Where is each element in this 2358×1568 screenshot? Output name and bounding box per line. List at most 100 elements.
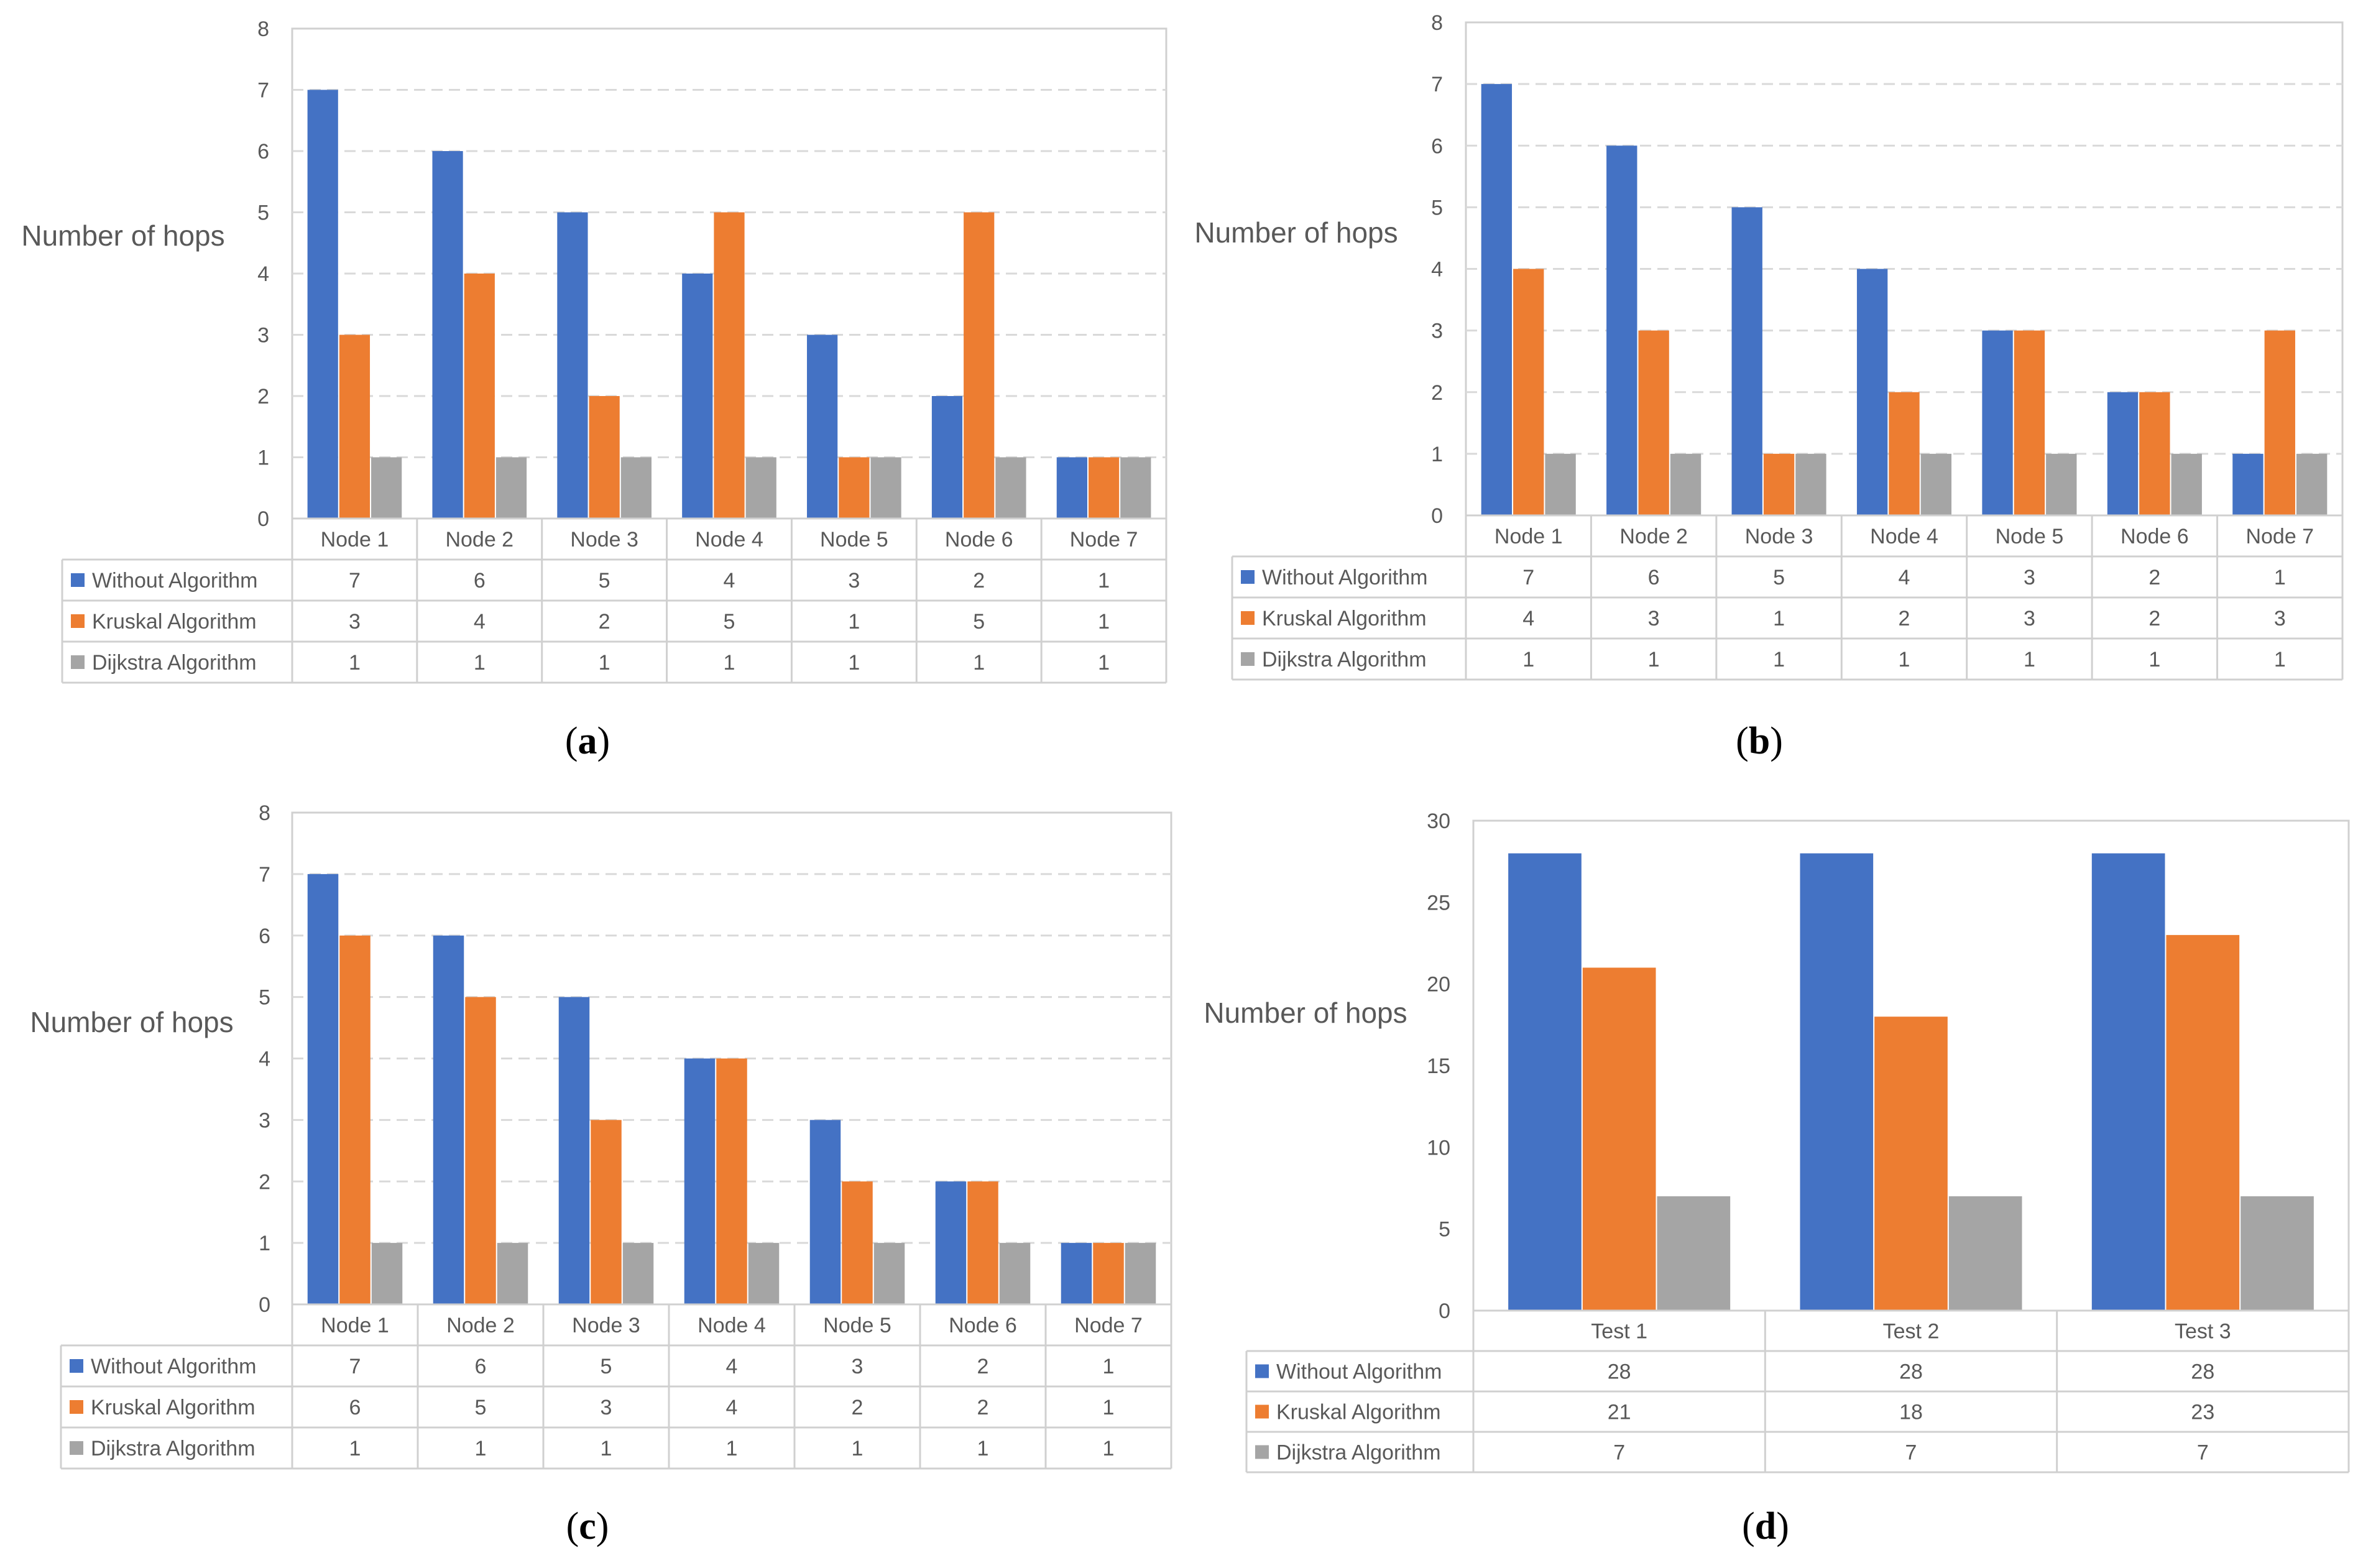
y-axis-label: Number of hops xyxy=(1204,997,1407,1029)
bar-kruskal-algorithm xyxy=(2139,392,2170,515)
caption-letter: c xyxy=(579,1505,596,1547)
table-value: 18 xyxy=(1899,1401,1923,1424)
category-label: Node 6 xyxy=(945,528,1013,551)
table-value: 3 xyxy=(349,610,361,634)
table-value: 4 xyxy=(726,1355,738,1378)
caption-letter: b xyxy=(1749,720,1770,762)
table-value: 1 xyxy=(2274,648,2286,671)
table-value: 1 xyxy=(1899,648,1910,671)
category-label: Node 1 xyxy=(321,1314,389,1337)
category-label: Node 2 xyxy=(446,1314,515,1337)
bar-kruskal-algorithm xyxy=(339,334,371,519)
table-value: 4 xyxy=(724,569,735,593)
y-tick-label: 8 xyxy=(257,17,269,41)
table-value: 21 xyxy=(1608,1401,1631,1424)
bar-dijkstra-algorithm xyxy=(870,457,901,519)
y-tick-label: 2 xyxy=(259,1170,270,1194)
table-value: 1 xyxy=(852,1437,864,1460)
legend-key-without-algorithm xyxy=(70,1359,83,1373)
table-value: 2 xyxy=(977,1396,989,1419)
table-value: 28 xyxy=(1899,1360,1923,1384)
table-value: 1 xyxy=(349,1437,361,1460)
bar-kruskal-algorithm xyxy=(839,457,870,519)
y-axis-label: Number of hops xyxy=(1194,216,1398,249)
table-value: 2 xyxy=(1899,607,1910,630)
y-tick-label: 8 xyxy=(1431,11,1443,35)
category-label: Node 2 xyxy=(445,528,514,551)
caption-open-paren: ( xyxy=(1736,720,1749,762)
y-tick-label: 5 xyxy=(1431,196,1443,219)
bar-without-algorithm xyxy=(684,1058,716,1304)
category-label: Node 7 xyxy=(1074,1314,1143,1337)
panel-caption: (d) xyxy=(1742,1505,1789,1547)
table-value: 1 xyxy=(1098,610,1110,634)
table-value: 2 xyxy=(599,610,610,634)
table-value: 1 xyxy=(349,651,361,675)
table-value: 2 xyxy=(973,569,985,593)
bar-dijkstra-algorithm xyxy=(1920,453,1952,515)
caption-open-paren: ( xyxy=(1742,1505,1755,1547)
bar-kruskal-algorithm xyxy=(1763,453,1795,515)
panel-caption: (c) xyxy=(566,1505,609,1547)
table-value: 1 xyxy=(599,651,610,675)
bar-kruskal-algorithm xyxy=(1582,967,1656,1311)
bar-kruskal-algorithm xyxy=(964,212,995,519)
bar-without-algorithm xyxy=(1982,330,2013,515)
table-value: 2 xyxy=(2148,607,2160,630)
bar-kruskal-algorithm xyxy=(2166,934,2240,1311)
table-value: 1 xyxy=(726,1437,738,1460)
bar-dijkstra-algorithm xyxy=(2046,453,2077,515)
series-name: Kruskal Algorithm xyxy=(1276,1401,1441,1424)
bar-dijkstra-algorithm xyxy=(2171,453,2202,515)
series-name: Without Algorithm xyxy=(1276,1360,1442,1384)
table-value: 4 xyxy=(1522,607,1534,630)
bar-dijkstra-algorithm xyxy=(748,1243,780,1304)
table-value: 7 xyxy=(1905,1441,1917,1465)
y-tick-label: 30 xyxy=(1427,809,1450,833)
table-value: 7 xyxy=(349,569,361,593)
bar-dijkstra-algorithm xyxy=(1670,453,1702,515)
data-table: Test 1 Test 2 Test 3 Without Algorithm 28 28 2… xyxy=(1245,1309,2350,1473)
table-value: 5 xyxy=(724,610,735,634)
panel-caption: (a) xyxy=(565,720,610,762)
bar-dijkstra-algorithm xyxy=(1948,1196,2022,1311)
bar-dijkstra-algorithm xyxy=(1795,453,1826,515)
table-value: 7 xyxy=(1613,1441,1625,1465)
series-name: Dijkstra Algorithm xyxy=(1276,1441,1441,1465)
y-tick-label: 5 xyxy=(1439,1218,1450,1242)
table-value: 1 xyxy=(1098,651,1110,675)
y-tick-label: 0 xyxy=(1431,504,1443,528)
data-table: Node 1 Node 2 Node 3 Node 4 Node 5 Node 6 Node… xyxy=(61,517,1167,684)
category-label: Test 1 xyxy=(1591,1320,1647,1344)
series-name: Without Algorithm xyxy=(91,1355,256,1378)
series-name: Dijkstra Algorithm xyxy=(1262,648,1427,671)
table-value: 1 xyxy=(475,1437,487,1460)
y-axis-label: Number of hops xyxy=(30,1006,233,1038)
y-axis-label: Number of hops xyxy=(21,219,224,252)
category-label: Node 1 xyxy=(1494,525,1563,548)
table-value: 1 xyxy=(2148,648,2160,671)
series-name: Kruskal Algorithm xyxy=(92,610,257,634)
table-value: 3 xyxy=(2024,566,2035,589)
caption-open-paren: ( xyxy=(565,720,578,762)
bar-dijkstra-algorithm xyxy=(371,457,402,519)
bar-dijkstra-algorithm xyxy=(999,1243,1031,1304)
caption-open-paren: ( xyxy=(566,1505,579,1547)
table-value: 7 xyxy=(349,1355,361,1378)
caption-close-paren: ) xyxy=(597,720,610,762)
bar-dijkstra-algorithm xyxy=(495,457,527,519)
series-name: Without Algorithm xyxy=(1262,566,1427,589)
table-value: 2 xyxy=(977,1355,989,1378)
y-tick-label: 6 xyxy=(1431,134,1443,158)
data-table: Node 1 Node 2 Node 3 Node 4 Node 5 Node 6 Node… xyxy=(60,1303,1172,1470)
table-value: 5 xyxy=(1773,566,1785,589)
legend-key-dijkstra-algorithm xyxy=(1241,652,1255,666)
category-label: Node 4 xyxy=(1870,525,1938,548)
bar-kruskal-algorithm xyxy=(465,997,496,1304)
legend-key-dijkstra-algorithm xyxy=(70,1441,83,1455)
y-tick-label: 0 xyxy=(257,507,269,531)
series-name: Kruskal Algorithm xyxy=(1262,607,1427,630)
category-label: Node 5 xyxy=(823,1314,891,1337)
